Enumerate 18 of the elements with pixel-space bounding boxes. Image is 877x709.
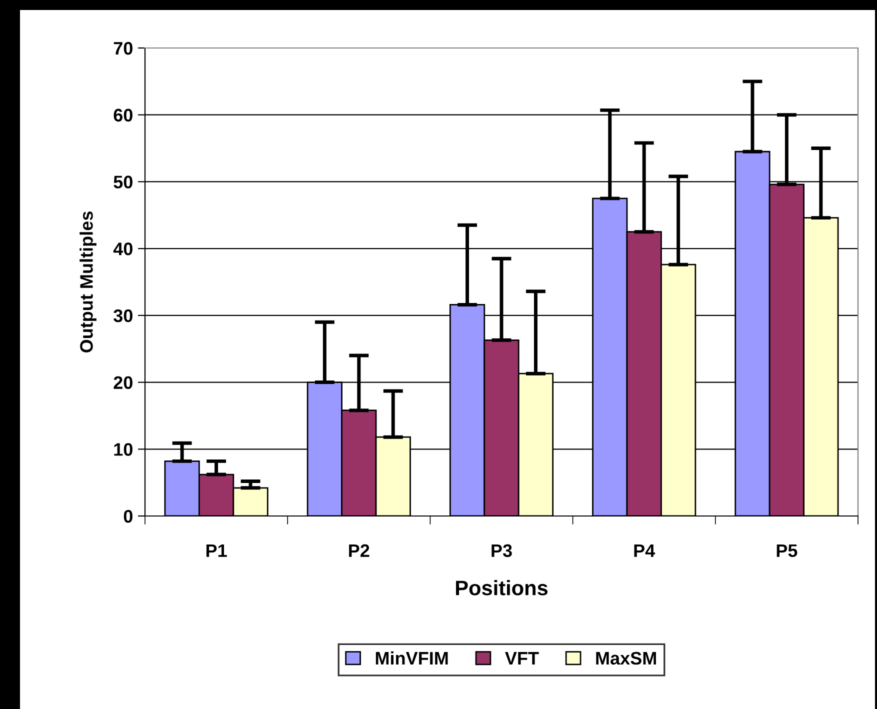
legend-label: VFT [505, 652, 539, 664]
x-tick-label: P5 [776, 544, 798, 558]
y-tick-label: 10 [114, 443, 132, 456]
y-tick-label: 0 [124, 510, 132, 523]
x-tick-label: P2 [349, 544, 370, 557]
legend-label: MinVFIM [376, 651, 448, 664]
y-tick-label: 30 [114, 309, 132, 322]
x-tick-label: P1 [206, 544, 227, 557]
y-axis-title: Output Multiples [80, 212, 96, 352]
y-tick-label: 50 [114, 176, 132, 188]
y-tick-label: 70 [114, 42, 132, 55]
x-axis-title: Positions [456, 580, 548, 596]
x-tick-label: P3 [492, 544, 512, 558]
y-tick-label: 40 [113, 242, 132, 256]
x-tick-label: P4 [634, 544, 656, 557]
y-tick-label: 20 [114, 376, 132, 390]
legend-label: MaxSM [596, 652, 656, 665]
y-tick-label: 60 [114, 108, 132, 122]
